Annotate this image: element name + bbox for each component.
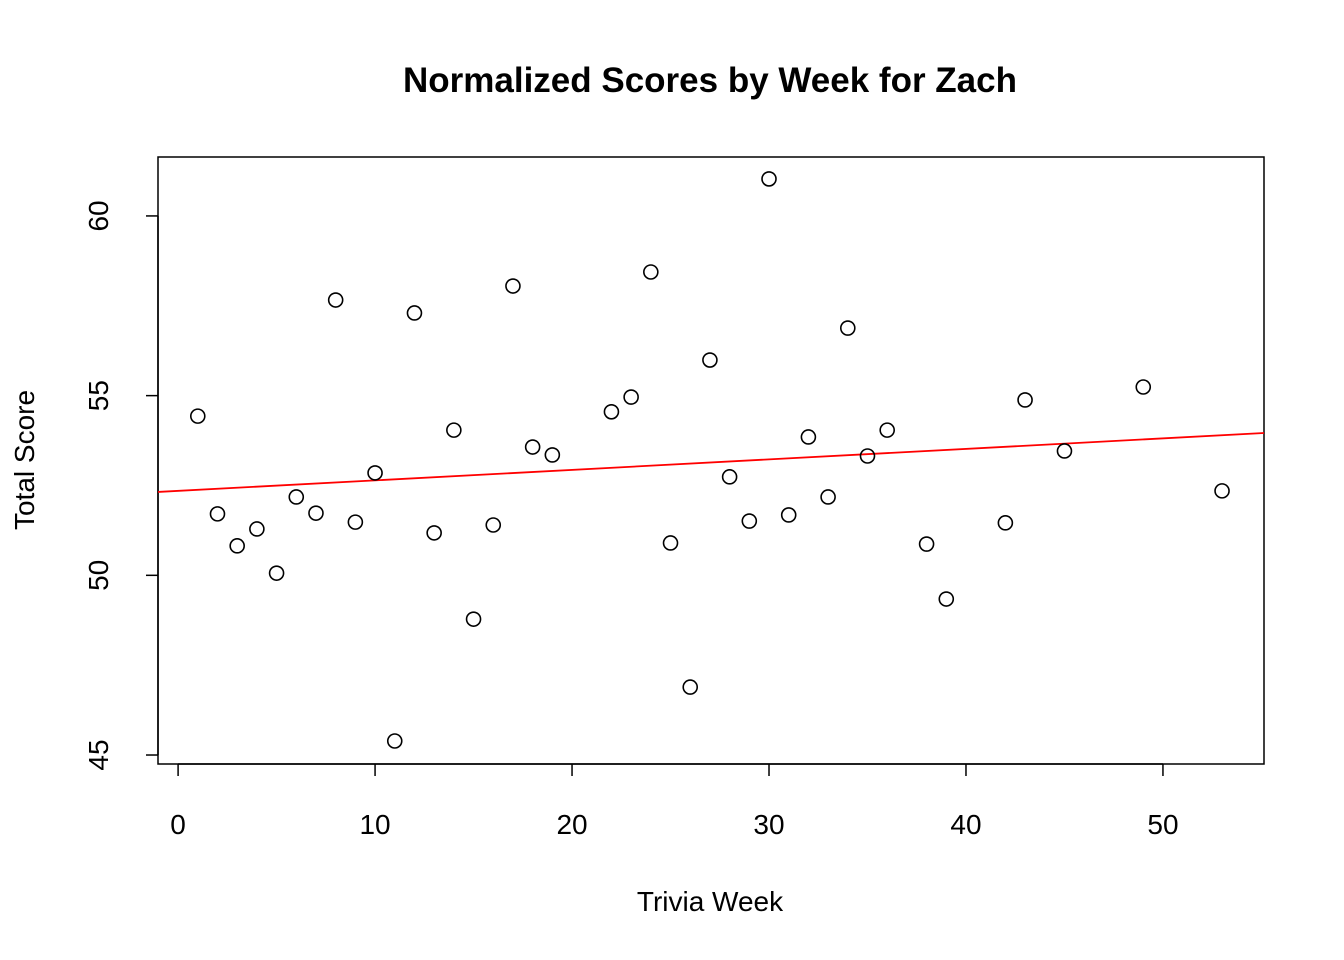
- data-point: [603, 404, 620, 420]
- data-point: [406, 305, 423, 321]
- y-axis: 45 50 55 60: [83, 200, 159, 771]
- data-point: [721, 469, 738, 485]
- data-point: [1135, 379, 1152, 395]
- data-point: [347, 514, 364, 530]
- data-point: [308, 505, 324, 521]
- data-point: [189, 408, 206, 424]
- data-point: [839, 320, 856, 336]
- data-point: [485, 517, 502, 533]
- y-tick-label: 50: [83, 560, 114, 591]
- data-point: [524, 439, 541, 455]
- data-point: [505, 278, 521, 294]
- data-point: [997, 515, 1014, 531]
- data-point: [288, 489, 305, 505]
- data-point: [918, 536, 935, 552]
- data-point: [268, 565, 285, 581]
- data-point: [249, 521, 265, 537]
- data-point: [229, 538, 245, 554]
- data-point: [859, 448, 876, 464]
- data-point: [702, 352, 718, 368]
- data-point: [879, 422, 895, 438]
- data-point: [761, 171, 777, 187]
- data-point: [800, 429, 817, 445]
- data-point: [662, 535, 679, 551]
- data-point: [386, 733, 403, 749]
- x-axis-label: Trivia Week: [637, 886, 784, 917]
- y-tick-label: 55: [83, 380, 114, 411]
- trend-line: [157, 432, 1265, 493]
- y-tick-label: 45: [83, 739, 114, 770]
- y-tick-label: 60: [83, 200, 114, 231]
- points: [189, 171, 1230, 749]
- x-tick-label: 0: [170, 809, 186, 840]
- x-tick-label: 30: [753, 809, 784, 840]
- data-point: [465, 611, 482, 627]
- x-tick-label: 50: [1147, 809, 1178, 840]
- x-tick-label: 10: [359, 809, 390, 840]
- data-point: [682, 679, 699, 695]
- x-tick-label: 40: [950, 809, 981, 840]
- data-point: [643, 264, 659, 280]
- data-point: [623, 389, 639, 405]
- y-axis-label: Total Score: [9, 390, 40, 530]
- data-point: [1017, 392, 1033, 408]
- plot-frame: [157, 156, 1265, 765]
- data-point: [446, 422, 462, 438]
- x-axis: 0 10 20 30 40 50: [170, 763, 1179, 840]
- data-point: [544, 447, 561, 463]
- data-point: [327, 292, 344, 308]
- x-tick-label: 20: [556, 809, 587, 840]
- data-point: [367, 465, 383, 481]
- data-point: [1214, 483, 1230, 499]
- data-point: [820, 489, 836, 505]
- data-point: [426, 525, 442, 541]
- data-point: [1056, 443, 1073, 459]
- data-point: [741, 513, 758, 529]
- data-point: [780, 507, 797, 523]
- chart-title: Normalized Scores by Week for Zach: [403, 61, 1017, 100]
- data-point: [938, 591, 955, 607]
- data-point: [209, 506, 226, 522]
